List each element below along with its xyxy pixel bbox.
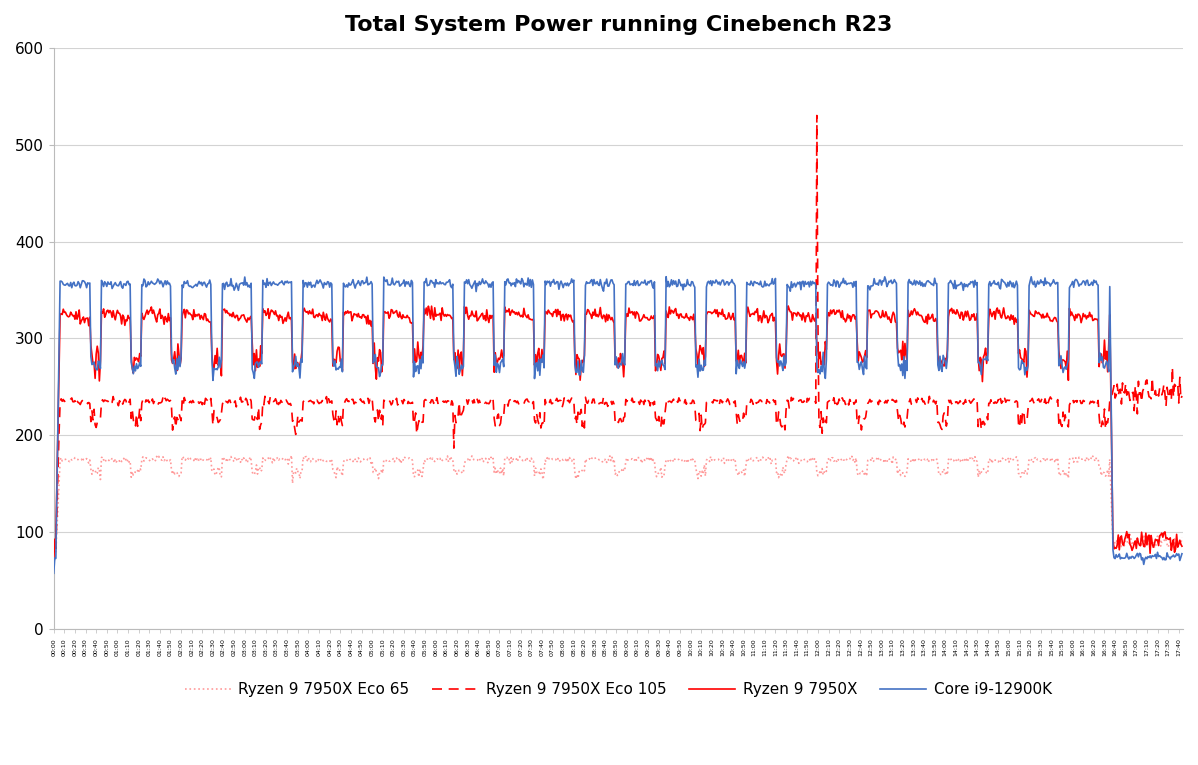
- Ryzen 9 7950X Eco 65: [846, 456, 860, 465]
- Core i9-12900K: [506, 278, 520, 288]
- Ryzen 9 7950X: [587, 311, 601, 320]
- Core i9-12900K: [1096, 363, 1111, 372]
- Core i9-12900K: [170, 354, 184, 363]
- Core i9-12900K: [1175, 549, 1190, 558]
- Ryzen 9 7950X Eco 105: [846, 395, 860, 404]
- Ryzen 9 7950X Eco 65: [1096, 467, 1111, 477]
- Ryzen 9 7950X Eco 105: [1096, 420, 1111, 429]
- Ryzen 9 7950X Eco 105: [587, 395, 601, 404]
- Ryzen 9 7950X: [1175, 542, 1190, 551]
- Ryzen 9 7950X Eco 65: [1175, 533, 1190, 542]
- Line: Core i9-12900K: Core i9-12900K: [54, 277, 1182, 573]
- Ryzen 9 7950X Eco 65: [588, 454, 603, 463]
- Ryzen 9 7950X Eco 65: [170, 468, 184, 477]
- Ryzen 9 7950X: [1096, 356, 1111, 366]
- Ryzen 9 7950X: [506, 305, 520, 314]
- Ryzen 9 7950X Eco 105: [250, 415, 265, 424]
- Ryzen 9 7950X Eco 65: [506, 454, 520, 464]
- Ryzen 9 7950X Eco 65: [47, 565, 61, 574]
- Ryzen 9 7950X Eco 105: [47, 555, 61, 565]
- Line: Ryzen 9 7950X Eco 105: Ryzen 9 7950X Eco 105: [54, 116, 1182, 560]
- Core i9-12900K: [846, 283, 860, 292]
- Ryzen 9 7950X Eco 65: [250, 470, 265, 479]
- Ryzen 9 7950X Eco 105: [506, 396, 520, 405]
- Line: Ryzen 9 7950X: Ryzen 9 7950X: [54, 306, 1182, 560]
- Core i9-12900K: [587, 275, 601, 284]
- Ryzen 9 7950X: [846, 310, 860, 319]
- Legend: Ryzen 9 7950X Eco 65, Ryzen 9 7950X Eco 105, Ryzen 9 7950X, Core i9-12900K: Ryzen 9 7950X Eco 65, Ryzen 9 7950X Eco …: [179, 675, 1058, 703]
- Line: Ryzen 9 7950X Eco 65: Ryzen 9 7950X Eco 65: [54, 455, 1182, 569]
- Title: Total System Power running Cinebench R23: Total System Power running Cinebench R23: [345, 15, 893, 35]
- Ryzen 9 7950X: [170, 366, 184, 376]
- Core i9-12900K: [659, 272, 673, 282]
- Ryzen 9 7950X: [250, 363, 265, 372]
- Ryzen 9 7950X Eco 105: [1175, 391, 1190, 400]
- Ryzen 9 7950X Eco 65: [284, 451, 298, 460]
- Ryzen 9 7950X: [47, 555, 61, 565]
- Core i9-12900K: [47, 568, 61, 578]
- Core i9-12900K: [250, 357, 265, 366]
- Ryzen 9 7950X Eco 105: [170, 413, 184, 422]
- Ryzen 9 7950X: [781, 301, 795, 311]
- Ryzen 9 7950X Eco 105: [810, 111, 824, 120]
